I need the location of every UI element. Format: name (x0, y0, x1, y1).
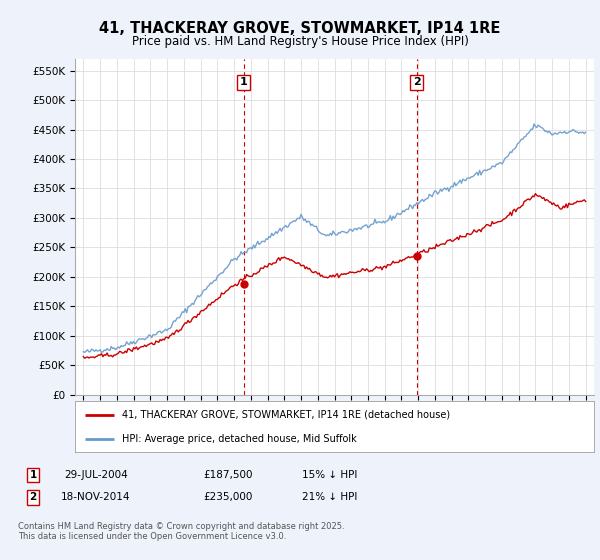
Text: HPI: Average price, detached house, Mid Suffolk: HPI: Average price, detached house, Mid … (122, 433, 356, 444)
Text: 29-JUL-2004: 29-JUL-2004 (64, 470, 128, 480)
Text: Price paid vs. HM Land Registry's House Price Index (HPI): Price paid vs. HM Land Registry's House … (131, 35, 469, 48)
Text: Contains HM Land Registry data © Crown copyright and database right 2025.
This d: Contains HM Land Registry data © Crown c… (18, 522, 344, 542)
Text: 2: 2 (413, 77, 421, 87)
Text: 15% ↓ HPI: 15% ↓ HPI (302, 470, 358, 480)
Text: 1: 1 (240, 77, 248, 87)
Text: 2: 2 (29, 492, 37, 502)
Text: 41, THACKERAY GROVE, STOWMARKET, IP14 1RE: 41, THACKERAY GROVE, STOWMARKET, IP14 1R… (100, 21, 500, 36)
Text: 1: 1 (29, 470, 37, 480)
Text: 18-NOV-2014: 18-NOV-2014 (61, 492, 131, 502)
Text: £187,500: £187,500 (203, 470, 253, 480)
Text: 21% ↓ HPI: 21% ↓ HPI (302, 492, 358, 502)
Text: 41, THACKERAY GROVE, STOWMARKET, IP14 1RE (detached house): 41, THACKERAY GROVE, STOWMARKET, IP14 1R… (122, 410, 450, 420)
Text: £235,000: £235,000 (203, 492, 253, 502)
